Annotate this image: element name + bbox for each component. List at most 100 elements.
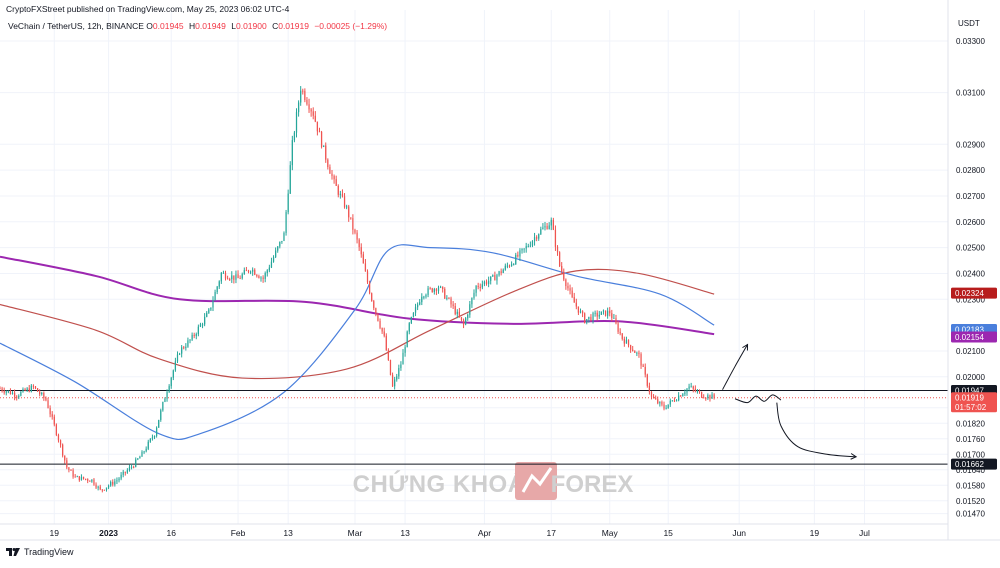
watermark-logo-icon <box>515 462 557 500</box>
candle <box>396 373 398 382</box>
candle <box>145 446 147 453</box>
x-tick-label: 13 <box>283 528 293 538</box>
candle <box>377 313 379 322</box>
candle <box>475 285 477 297</box>
candle <box>550 217 552 231</box>
candle <box>364 259 367 272</box>
candle <box>128 464 131 472</box>
candle <box>356 230 358 244</box>
candle <box>366 269 369 284</box>
currency-label: USDT <box>958 19 980 28</box>
symbol-legend[interactable]: VeChain / TetherUS, 12h, BINANCE O0.0194… <box>8 21 390 31</box>
candle <box>26 387 28 392</box>
tradingview-brand[interactable]: TradingView <box>6 547 74 557</box>
candle <box>293 130 296 143</box>
candle <box>162 401 164 412</box>
candle <box>258 274 260 279</box>
time-axis[interactable]: 19 2023 16 Feb 13 Mar 13 Apr 17 May 15 Jun 19 Jul <box>0 523 948 538</box>
candle <box>567 282 569 291</box>
drawings <box>722 343 858 460</box>
candle <box>99 484 101 491</box>
candle <box>602 309 605 315</box>
x-tick-label: 2023 <box>99 528 118 538</box>
candle <box>686 388 688 396</box>
arrowhead-icon <box>742 343 749 351</box>
drawing-arrow-down <box>776 402 857 458</box>
candle <box>609 307 611 317</box>
candle <box>655 395 657 400</box>
candle <box>256 274 258 278</box>
candle <box>13 389 16 401</box>
candle <box>57 433 60 443</box>
candle <box>318 127 321 133</box>
candle <box>648 382 651 395</box>
candle <box>588 316 590 323</box>
candle <box>575 298 577 310</box>
candle <box>59 439 62 448</box>
candle <box>331 170 333 180</box>
y-tick-label: 0.02000 <box>956 373 985 382</box>
candle <box>617 321 619 334</box>
candle <box>623 336 625 347</box>
x-tick-label: 17 <box>547 528 557 538</box>
candle <box>237 270 239 279</box>
candle <box>216 285 218 295</box>
candle <box>193 332 195 339</box>
candle <box>571 287 573 299</box>
candle <box>667 404 669 409</box>
candle <box>542 223 544 230</box>
candle <box>249 270 252 275</box>
candle <box>149 438 151 443</box>
candle <box>350 217 352 220</box>
candle <box>91 479 93 483</box>
candle <box>565 278 567 290</box>
price-badge: 0.02154 <box>951 331 997 343</box>
x-tick-label: 15 <box>663 528 673 538</box>
candle <box>241 272 243 280</box>
candle <box>519 248 521 261</box>
x-tick-label: Feb <box>231 528 246 538</box>
candle <box>147 439 149 451</box>
candle <box>379 318 381 330</box>
candle <box>114 478 116 487</box>
candle <box>139 455 141 459</box>
candle <box>84 478 87 481</box>
candle <box>383 327 385 338</box>
candle <box>454 302 456 316</box>
candle <box>68 467 70 473</box>
moving-averages <box>0 244 715 441</box>
candle <box>600 311 603 315</box>
arrowhead-icon <box>850 453 858 460</box>
candle <box>540 226 542 236</box>
candle <box>110 480 112 487</box>
ohlc-value-l: 0.01900 <box>235 21 267 31</box>
candle <box>187 337 189 348</box>
candle <box>594 310 596 317</box>
candle <box>404 344 406 357</box>
candle <box>713 393 715 400</box>
candle <box>640 352 642 369</box>
candle <box>644 363 646 378</box>
candle <box>406 330 408 348</box>
watermark-left: CHỨNG KHOÁN <box>353 470 544 498</box>
candle <box>43 391 45 401</box>
candle <box>527 243 529 248</box>
price-badge: 0.01662 <box>951 458 997 470</box>
candle <box>118 477 120 483</box>
candle <box>335 175 337 187</box>
candle <box>11 391 14 395</box>
candle <box>3 387 5 395</box>
y-tick-label: 0.01760 <box>956 435 985 444</box>
x-tick-label: May <box>602 528 619 538</box>
candle <box>563 268 565 282</box>
drawing-squiggle <box>734 394 782 404</box>
candle <box>70 469 72 471</box>
price-axis[interactable]: USDT 0.03300 0.03100 0.02900 0.02800 0.02700… <box>947 0 1000 540</box>
candle <box>41 391 43 396</box>
candle <box>657 396 659 405</box>
candle <box>300 86 302 106</box>
candle <box>485 279 488 286</box>
candle <box>556 245 559 256</box>
